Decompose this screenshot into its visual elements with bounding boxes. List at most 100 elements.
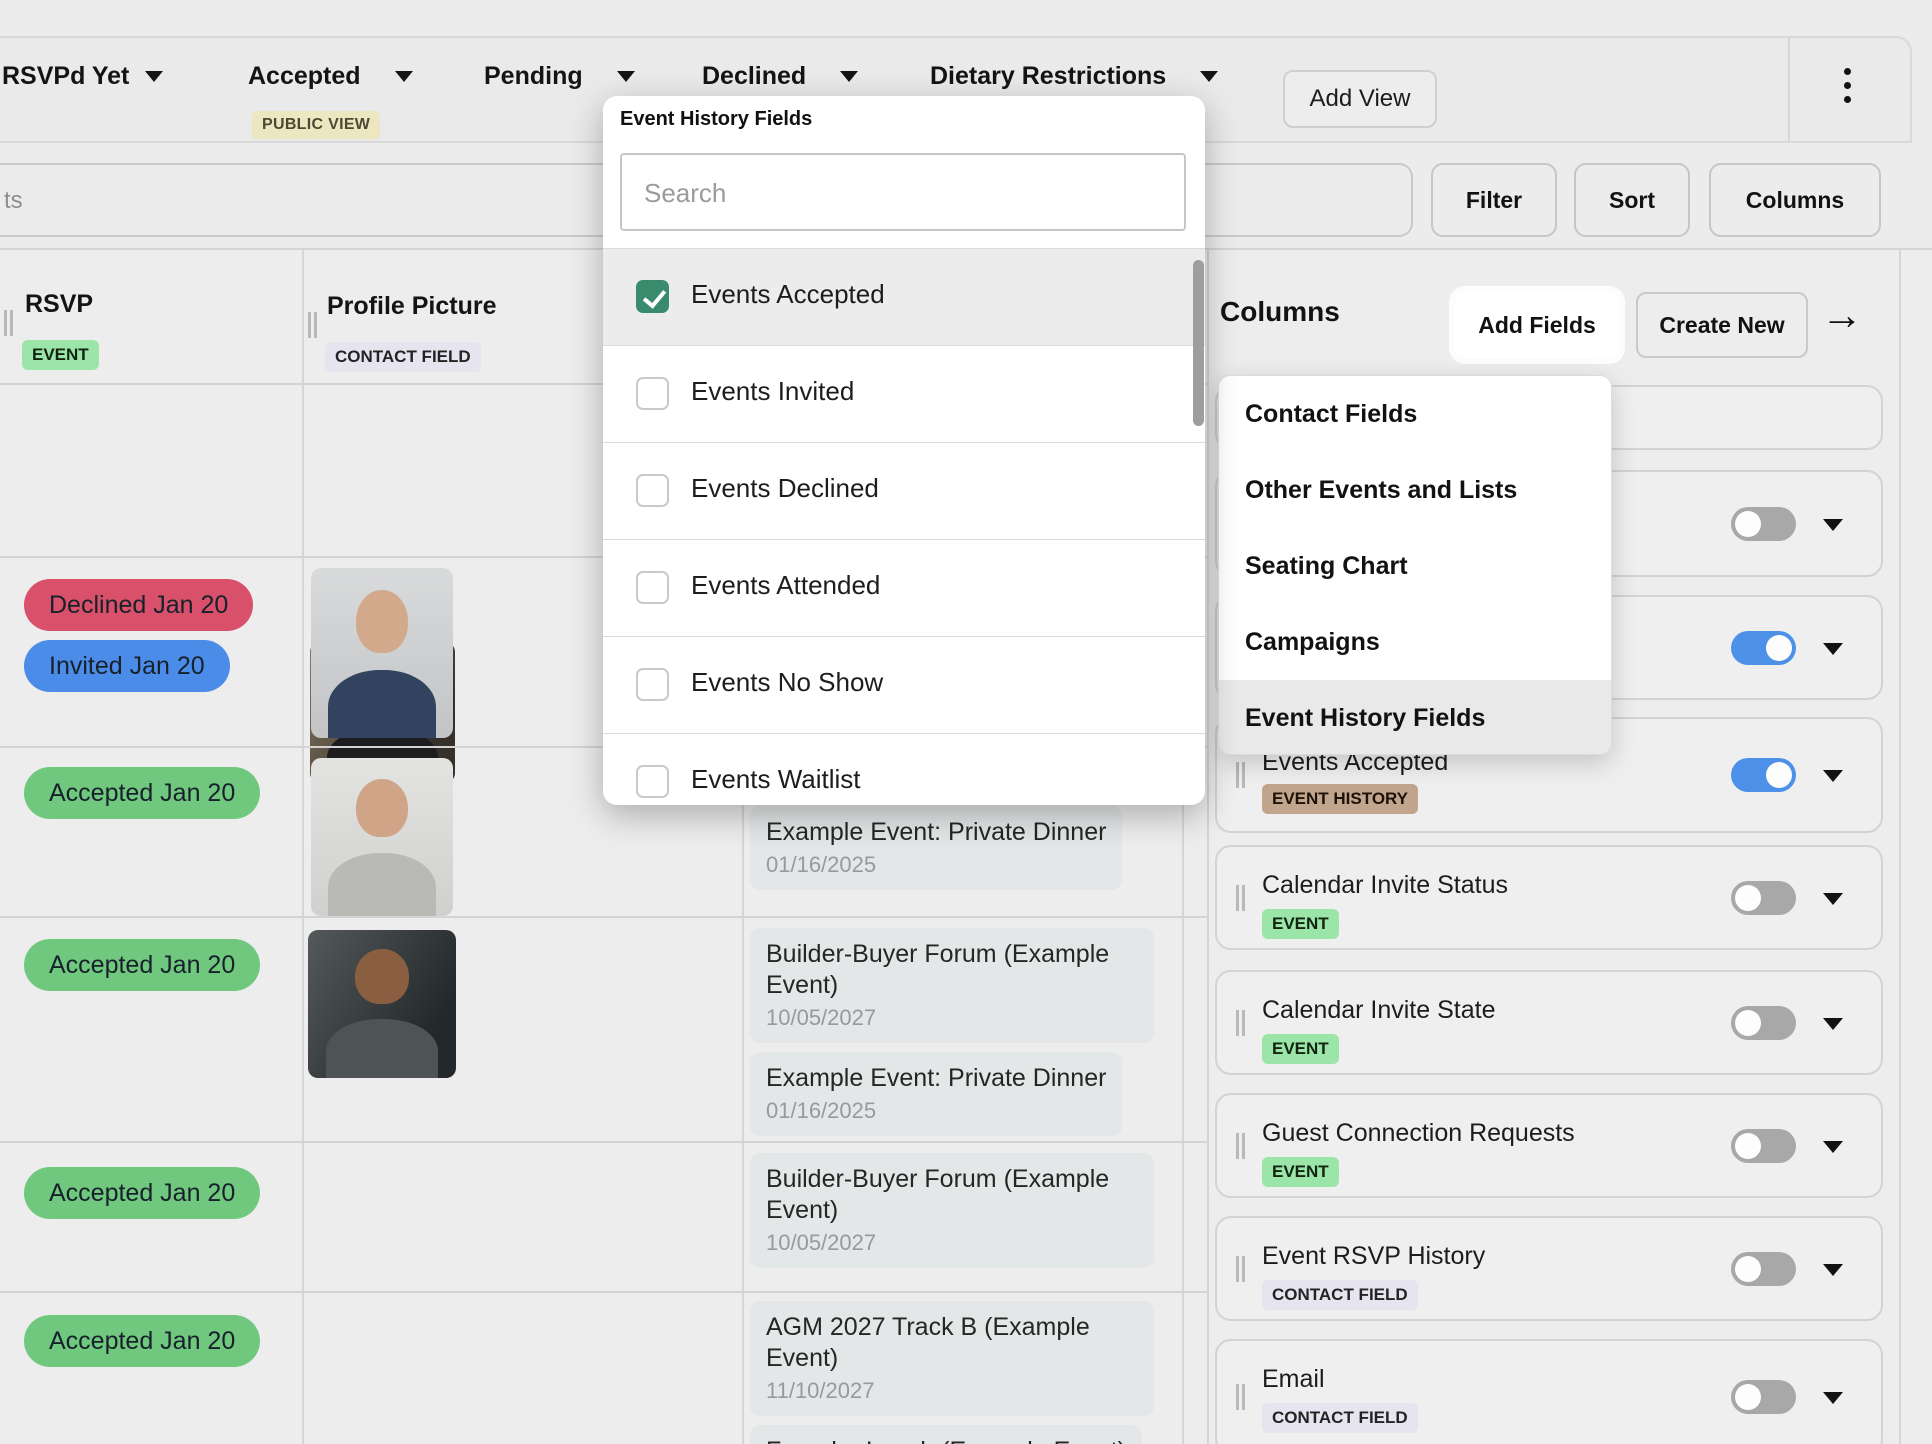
- event-chip: Founder Lunch (Example Event): [750, 1425, 1142, 1444]
- columns-side-panel: Columns Add Fields Create New → Events A…: [1207, 250, 1932, 1444]
- checkbox-icon[interactable]: [636, 765, 669, 798]
- event-chip: Example Event: Private Dinner 01/16/2025: [750, 1052, 1123, 1136]
- checkbox-icon[interactable]: [636, 571, 669, 604]
- option-events-waitlist[interactable]: Events Waitlist: [603, 733, 1205, 805]
- event-badge: EVENT: [1262, 1034, 1339, 1064]
- tab-label: Dietary Restrictions: [930, 62, 1167, 90]
- checkbox-icon[interactable]: [636, 668, 669, 701]
- checkbox-icon[interactable]: [636, 377, 669, 410]
- event-history-cell: AGM 2027 Track B (Example Event) 11/10/2…: [750, 1301, 1182, 1444]
- column-card-calendar-invite-state[interactable]: Calendar Invite State EVENT: [1215, 970, 1883, 1075]
- chevron-down-icon: [394, 71, 413, 82]
- column-divider[interactable]: [302, 250, 304, 1444]
- chevron-down-icon[interactable]: [1823, 1392, 1843, 1404]
- option-events-accepted[interactable]: Events Accepted: [603, 248, 1205, 345]
- rsvp-status-pill: Accepted Jan 20: [24, 767, 261, 819]
- submenu-item-campaigns[interactable]: Campaigns: [1245, 627, 1380, 656]
- option-events-no-show[interactable]: Events No Show: [603, 636, 1205, 733]
- column-visibility-toggle[interactable]: [1731, 506, 1796, 541]
- tab-pending[interactable]: Pending: [484, 62, 635, 91]
- drag-handle-icon[interactable]: [4, 310, 13, 336]
- public-view-badge: PUBLIC VIEW: [252, 111, 381, 139]
- dropdown-search-input[interactable]: [642, 155, 1166, 231]
- drag-handle-icon[interactable]: [1236, 1255, 1245, 1282]
- event-history-cell: Builder-Buyer Forum (Example Event) 10/0…: [750, 928, 1182, 1136]
- event-chip: AGM 2027 Track B (Example Event) 11/10/2…: [750, 1301, 1154, 1416]
- column-header-rsvp[interactable]: RSVP: [25, 290, 94, 318]
- drag-handle-icon[interactable]: [1236, 884, 1245, 911]
- tab-rsvpd-yet[interactable]: RSVPd Yet: [2, 62, 164, 91]
- column-card-email[interactable]: Email CONTACT FIELD: [1215, 1339, 1883, 1444]
- column-visibility-toggle[interactable]: [1731, 1251, 1796, 1286]
- column-header-profile-picture[interactable]: Profile Picture: [327, 292, 497, 320]
- event-badge: EVENT: [1262, 909, 1339, 939]
- chevron-down-icon: [840, 71, 859, 82]
- chevron-down-icon[interactable]: [1823, 1017, 1843, 1030]
- avatar: [308, 930, 456, 1078]
- event-history-cell: Builder-Buyer Forum (Example Event) 10/0…: [750, 1153, 1182, 1268]
- submenu-item-event-history-fields[interactable]: Event History Fields: [1219, 680, 1611, 754]
- event-history-fields-dropdown: Event History Fields Events Accepted Eve…: [603, 96, 1205, 805]
- option-events-declined[interactable]: Events Declined: [603, 442, 1205, 539]
- checkbox-icon[interactable]: [636, 280, 669, 313]
- tab-accepted[interactable]: Accepted: [248, 62, 413, 91]
- rsvp-status-pill: Declined Jan 20: [24, 579, 254, 631]
- column-card-title: Calendar Invite State: [1262, 996, 1496, 1024]
- column-visibility-toggle[interactable]: [1731, 1005, 1796, 1040]
- contact-field-badge: CONTACT FIELD: [325, 342, 481, 372]
- drag-handle-icon[interactable]: [1236, 1384, 1245, 1410]
- tab-dietary-restrictions[interactable]: Dietary Restrictions: [930, 62, 1219, 91]
- panel-title: Columns: [1220, 296, 1340, 327]
- chevron-down-icon[interactable]: [1823, 1140, 1843, 1153]
- columns-button[interactable]: Columns: [1709, 163, 1881, 237]
- more-options-icon[interactable]: [1838, 62, 1857, 109]
- checkbox-icon[interactable]: [636, 474, 669, 507]
- column-divider[interactable]: [1182, 250, 1184, 1444]
- option-events-invited[interactable]: Events Invited: [603, 345, 1205, 442]
- drag-handle-icon[interactable]: [1236, 1132, 1245, 1159]
- event-history-badge: EVENT HISTORY: [1262, 784, 1419, 814]
- submenu-item-other-events-and-lists[interactable]: Other Events and Lists: [1245, 475, 1518, 504]
- forward-arrow-icon[interactable]: →: [1821, 291, 1863, 338]
- contact-field-badge: CONTACT FIELD: [1262, 1280, 1418, 1310]
- option-events-attended[interactable]: Events Attended: [603, 539, 1205, 636]
- drag-handle-icon[interactable]: [1236, 762, 1245, 788]
- chevron-down-icon[interactable]: [1823, 1263, 1843, 1276]
- add-fields-button[interactable]: Add Fields: [1455, 292, 1619, 358]
- filter-button[interactable]: Filter: [1431, 163, 1557, 237]
- tab-declined[interactable]: Declined: [702, 62, 859, 91]
- sort-button[interactable]: Sort: [1574, 163, 1690, 237]
- tab-label: RSVPd Yet: [2, 62, 130, 90]
- column-card-event-rsvp-history[interactable]: Event RSVP History CONTACT FIELD: [1215, 1216, 1883, 1321]
- chevron-down-icon[interactable]: [1823, 892, 1843, 905]
- drag-handle-icon[interactable]: [1236, 1009, 1245, 1036]
- rsvp-status-pill: Accepted Jan 20: [24, 1167, 261, 1219]
- tab-label: Declined: [702, 62, 807, 90]
- submenu-item-seating-chart[interactable]: Seating Chart: [1245, 551, 1408, 580]
- column-card-guest-connection-requests[interactable]: Guest Connection Requests EVENT: [1215, 1093, 1883, 1198]
- column-visibility-toggle[interactable]: [1731, 1380, 1796, 1414]
- search-placeholder-fragment: ts: [4, 187, 23, 214]
- chevron-down-icon[interactable]: [1823, 770, 1843, 782]
- create-new-button[interactable]: Create New: [1636, 292, 1808, 358]
- add-view-button[interactable]: Add View: [1283, 70, 1437, 128]
- column-card-calendar-invite-status[interactable]: Calendar Invite Status EVENT: [1215, 845, 1883, 950]
- drag-handle-icon[interactable]: [308, 312, 317, 338]
- column-visibility-toggle[interactable]: [1731, 880, 1796, 915]
- divider: [1788, 38, 1790, 141]
- event-history-cell: Example Event: Private Dinner 01/16/2025: [750, 806, 1182, 890]
- avatar: [311, 758, 453, 916]
- chevron-down-icon[interactable]: [1823, 642, 1843, 655]
- column-visibility-toggle[interactable]: [1731, 758, 1796, 792]
- contact-field-badge: CONTACT FIELD: [1262, 1403, 1418, 1433]
- column-visibility-toggle[interactable]: [1731, 1128, 1796, 1163]
- submenu-item-contact-fields[interactable]: Contact Fields: [1245, 399, 1418, 428]
- chevron-down-icon[interactable]: [1823, 518, 1843, 531]
- event-chip: Builder-Buyer Forum (Example Event) 10/0…: [750, 1153, 1154, 1268]
- chevron-down-icon: [1200, 71, 1219, 82]
- column-divider[interactable]: [742, 250, 744, 1444]
- dropdown-title: Event History Fields: [620, 108, 813, 130]
- column-card-title: Event RSVP History: [1262, 1242, 1486, 1270]
- column-visibility-toggle[interactable]: [1731, 630, 1796, 665]
- dropdown-scrollbar[interactable]: [1193, 260, 1204, 426]
